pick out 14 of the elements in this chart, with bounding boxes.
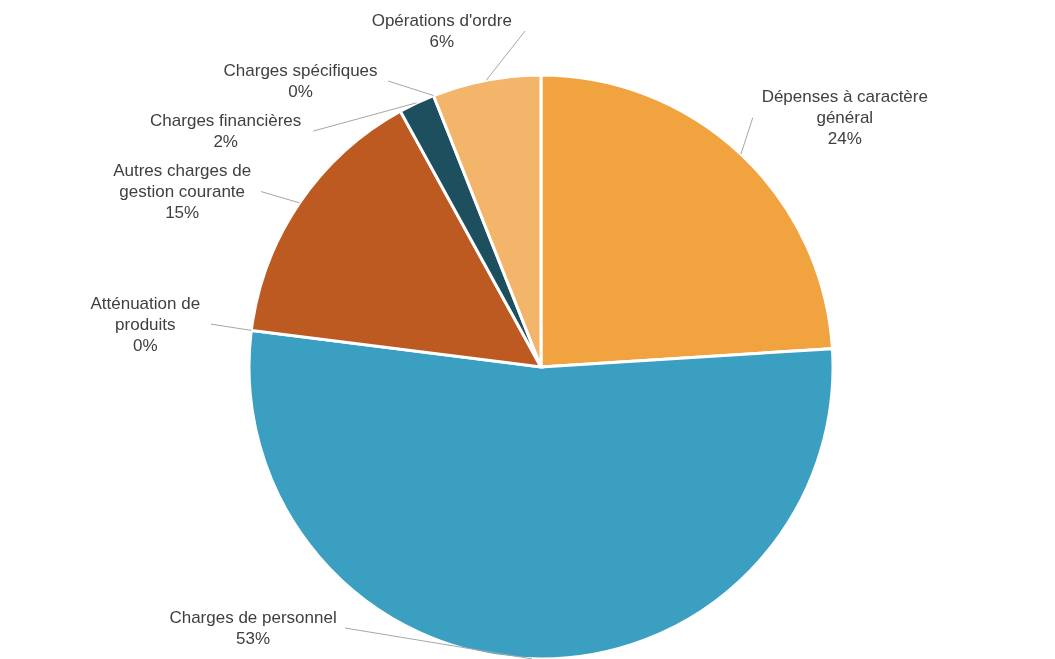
slice-label: Charges financières: [150, 111, 302, 131]
slice-label: Dépenses à caractère général: [761, 87, 928, 128]
text: 0%: [133, 335, 158, 355]
text: 0%: [288, 82, 313, 102]
data-label: 2%: [213, 132, 238, 152]
data-label: 15%: [165, 203, 200, 223]
data-label: 24%: [827, 129, 862, 149]
slice-label: Opérations d'ordre: [371, 11, 512, 31]
data-label: 6%: [429, 32, 455, 52]
slice-label: Autres charges de gestion courante: [113, 161, 252, 202]
data-label: 53%: [236, 629, 271, 648]
slice-label: Charges de personnel: [169, 608, 337, 627]
category-label: Atténuation de produits: [90, 293, 201, 334]
category-label: Charges spécifiques: [223, 61, 378, 81]
